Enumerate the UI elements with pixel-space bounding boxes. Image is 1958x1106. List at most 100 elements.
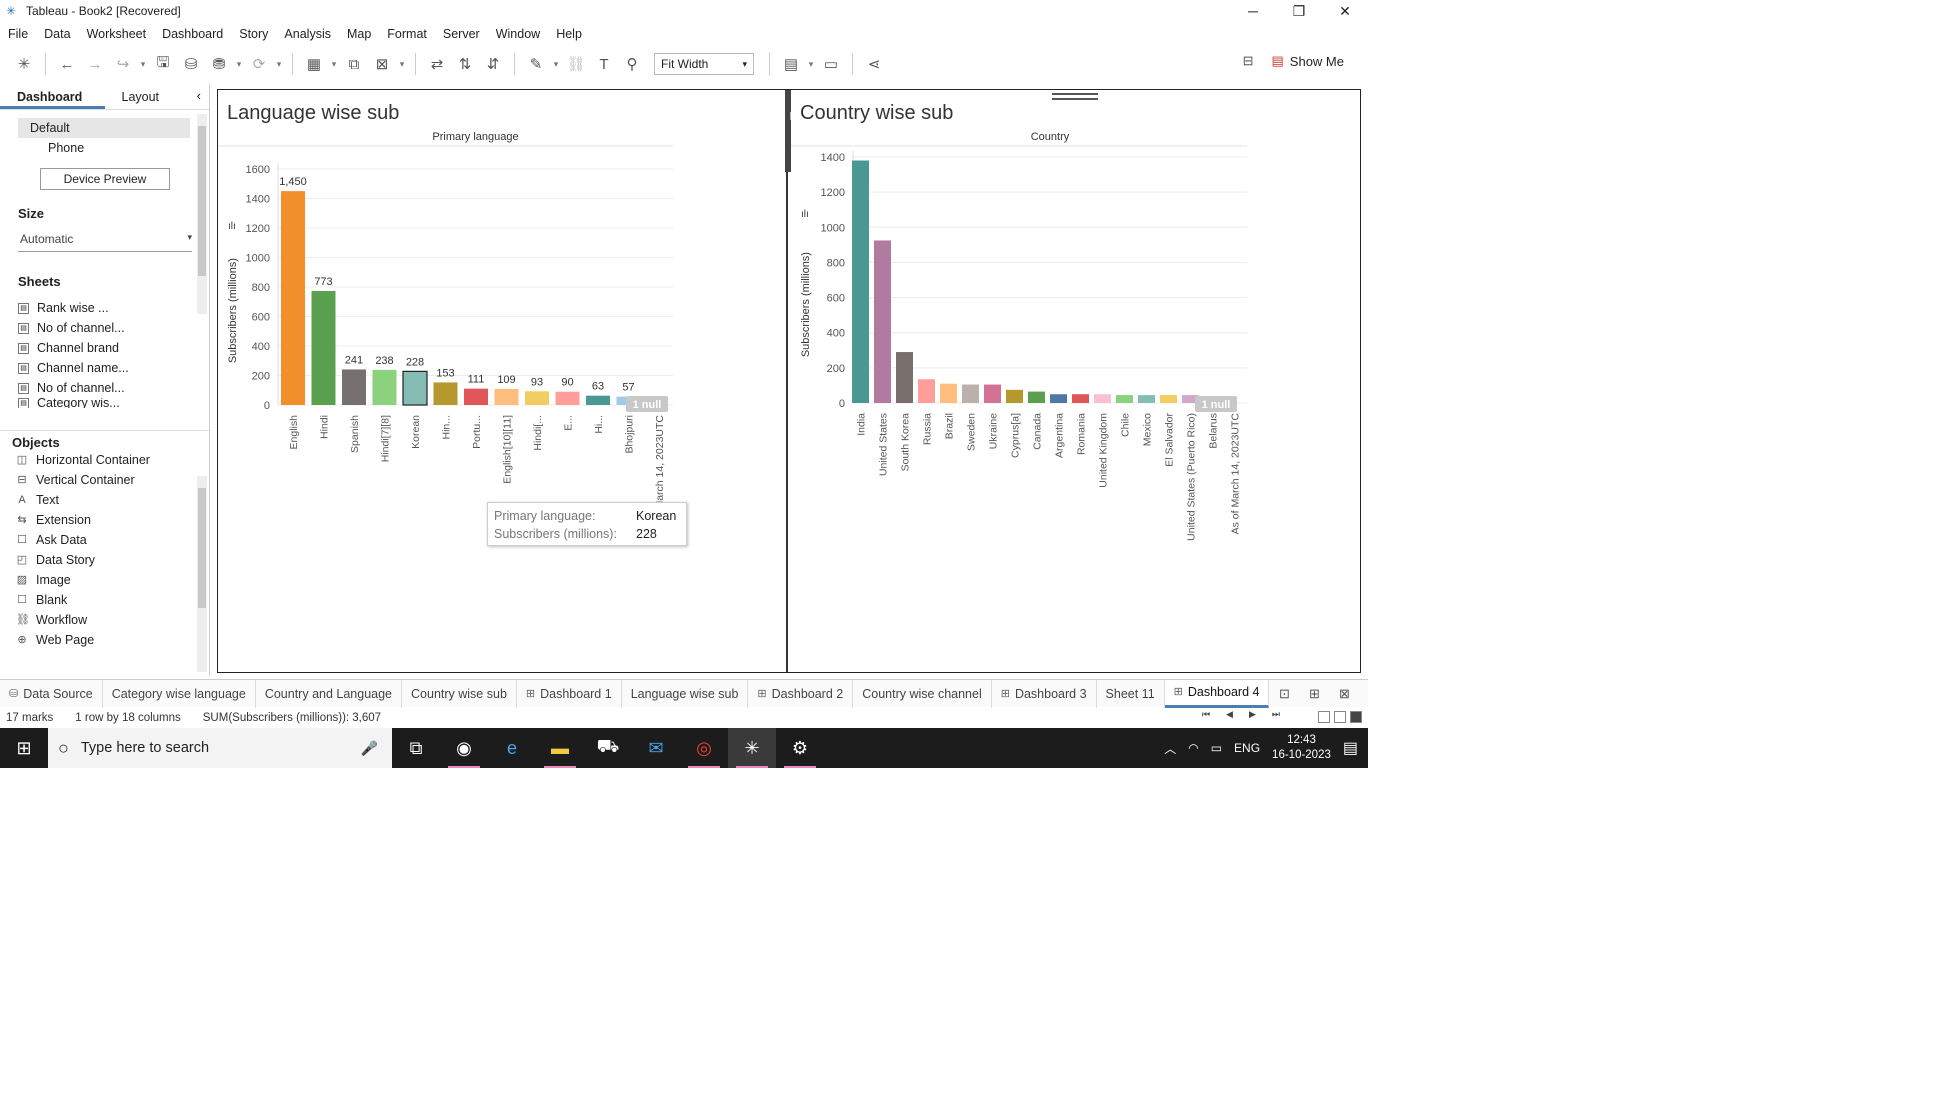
wifi-icon[interactable]: ◠: [1188, 741, 1199, 755]
close-button[interactable]: ✕: [1339, 2, 1351, 19]
pane-scrollbar[interactable]: [197, 114, 207, 314]
tableau-taskbar-icon[interactable]: ✳: [728, 728, 776, 768]
tab-country-wise-channel[interactable]: Country wise channel: [853, 679, 992, 708]
taskbar-search[interactable]: ○ Type here to search 🎤: [48, 728, 392, 768]
duplicate-sheet-icon[interactable]: ⧉: [348, 55, 360, 73]
tab-dashboard-2[interactable]: ⊞ Dashboard 2: [748, 679, 854, 708]
new-dashboard-icon[interactable]: ⊞: [1309, 685, 1320, 701]
menu-server[interactable]: Server: [442, 27, 480, 41]
object-horizontal-container[interactable]: ◫ Horizontal Container: [0, 450, 209, 470]
sheet-item[interactable]: ▤ Rank wise ...: [0, 298, 209, 318]
menu-analysis[interactable]: Analysis: [284, 27, 331, 41]
menu-file[interactable]: File: [8, 27, 29, 41]
restore-button[interactable]: ❐: [1292, 2, 1306, 19]
size-dropdown[interactable]: Automatic ▾: [18, 232, 192, 252]
tab-data-source[interactable]: ⛁ Data Source: [0, 679, 103, 708]
minimize-button[interactable]: ─: [1248, 3, 1258, 19]
group-members-icon[interactable]: ⛓: [566, 56, 586, 73]
tab-country-wise-sub[interactable]: Country wise sub: [402, 679, 517, 708]
tab-layout[interactable]: Layout: [121, 90, 160, 104]
redo-icon[interactable]: →: [87, 55, 103, 73]
sort-ascending-icon[interactable]: ⇅: [458, 56, 472, 73]
clear-sheet-icon[interactable]: ⊠: [375, 56, 389, 73]
notifications-icon[interactable]: ▤: [1342, 740, 1358, 757]
next-sheet-icon[interactable]: ▶: [1248, 709, 1256, 719]
show-me-button[interactable]: ⊟ ▤ Show Me: [1243, 53, 1344, 69]
sheet-item[interactable]: ▤ No of channel...: [0, 378, 209, 398]
share-icon[interactable]: ⋖: [867, 56, 881, 73]
edge-icon[interactable]: e: [506, 737, 517, 758]
grid-view-icon[interactable]: [1318, 711, 1330, 723]
menu-help[interactable]: Help: [556, 27, 582, 41]
object-blank[interactable]: ☐ Blank: [0, 590, 209, 610]
object-ask-data[interactable]: ☐ Ask Data: [0, 530, 209, 550]
chrome-icon[interactable]: ◎: [680, 728, 728, 768]
sheet-item[interactable]: ▤ Category wis...: [0, 398, 209, 408]
object-web-page[interactable]: ⊕ Web Page: [0, 630, 209, 650]
move-handle[interactable]: [1050, 90, 1100, 102]
panel-country-wise-sub[interactable]: Country wise sub Country 0 200 400 600 800 100…: [791, 90, 1360, 672]
sheet-item[interactable]: ▤ No of channel...: [0, 318, 209, 338]
menu-data[interactable]: Data: [44, 27, 71, 41]
save-icon[interactable]: 🖫: [156, 53, 170, 71]
new-story-icon[interactable]: ⊠: [1339, 685, 1350, 701]
tab-dashboard-1[interactable]: ⊞ Dashboard 1: [517, 679, 622, 708]
device-phone[interactable]: Phone: [48, 141, 85, 155]
new-data-source-icon[interactable]: ⛁: [184, 56, 198, 73]
fit-dropdown[interactable]: Fit Width ▾: [654, 53, 754, 75]
store-icon[interactable]: ⛟: [596, 736, 620, 756]
menu-map[interactable]: Map: [346, 27, 372, 41]
tab-dashboard[interactable]: Dashboard: [0, 84, 105, 109]
menu-window[interactable]: Window: [495, 27, 541, 41]
prev-sheet-icon[interactable]: ◀: [1226, 709, 1233, 719]
chevron-down-icon[interactable]: ▾: [140, 58, 146, 69]
filmstrip-view-icon[interactable]: [1334, 711, 1346, 723]
device-preview-button[interactable]: Device Preview: [40, 168, 170, 190]
menu-story[interactable]: Story: [239, 27, 269, 41]
tab-category-wise-language[interactable]: Category wise language: [103, 679, 256, 708]
chrome-profile-icon[interactable]: ◉: [440, 728, 488, 768]
chevron-down-icon[interactable]: ▾: [399, 58, 405, 69]
microphone-icon[interactable]: 🎤: [360, 739, 378, 756]
file-explorer-icon[interactable]: ▬: [536, 728, 584, 768]
swap-rows-columns-icon[interactable]: ⇄: [430, 56, 444, 73]
object-vertical-container[interactable]: ⊟ Vertical Container: [0, 470, 209, 490]
tab-language-wise-sub[interactable]: Language wise sub: [622, 679, 749, 708]
tableau-prep-icon[interactable]: ⚙: [776, 728, 824, 768]
mail-icon[interactable]: ✉: [648, 737, 664, 758]
menu-format[interactable]: Format: [387, 27, 427, 41]
menu-dashboard[interactable]: Dashboard: [162, 27, 224, 41]
last-sheet-icon[interactable]: ⏭: [1271, 709, 1280, 719]
chevron-down-icon[interactable]: ▾: [276, 58, 282, 69]
show-mark-labels-icon[interactable]: T: [599, 55, 609, 73]
tableau-home-icon[interactable]: ✳: [17, 56, 31, 73]
new-worksheet-icon[interactable]: ▦: [306, 56, 322, 73]
tab-country-and-language[interactable]: Country and Language: [256, 679, 403, 708]
tab-dashboard-4[interactable]: ⊞ Dashboard 4: [1164, 679, 1270, 708]
show-cards-icon[interactable]: ▤: [783, 56, 799, 73]
fix-axes-icon[interactable]: ⚲: [626, 56, 638, 73]
object-data-story[interactable]: ◰ Data Story: [0, 550, 209, 570]
undo-icon[interactable]: ←: [59, 55, 75, 73]
tabs-view-icon[interactable]: [1350, 711, 1362, 723]
new-worksheet-icon[interactable]: ⊡: [1279, 685, 1290, 701]
refresh-icon[interactable]: ⟳: [252, 56, 266, 73]
chevron-down-icon[interactable]: ▾: [553, 58, 559, 69]
object-extension[interactable]: ⇆ Extension: [0, 510, 209, 530]
task-view-icon[interactable]: ⧉: [409, 737, 423, 758]
first-sheet-icon[interactable]: ⏮: [1201, 709, 1211, 719]
pause-updates-icon[interactable]: ⛃: [212, 56, 226, 73]
sheet-item[interactable]: ▤ Channel brand: [0, 338, 209, 358]
tab-sheet-11[interactable]: Sheet 11: [1097, 679, 1165, 708]
object-text[interactable]: A Text: [0, 490, 209, 510]
tab-dashboard-3[interactable]: ⊞ Dashboard 3: [992, 679, 1097, 708]
sheet-item[interactable]: ▤ Channel name...: [0, 358, 209, 378]
sort-descending-icon[interactable]: ⇵: [486, 56, 500, 73]
chevron-up-icon[interactable]: ︿: [1164, 741, 1177, 756]
collapse-pane-icon[interactable]: ‹: [196, 88, 201, 103]
object-image[interactable]: ▨ Image: [0, 570, 209, 590]
device-default[interactable]: Default: [18, 118, 190, 138]
language-indicator[interactable]: ENG: [1234, 741, 1261, 755]
clock[interactable]: 12:43 16-10-2023: [1272, 733, 1331, 763]
chevron-down-icon[interactable]: ▾: [236, 58, 242, 69]
